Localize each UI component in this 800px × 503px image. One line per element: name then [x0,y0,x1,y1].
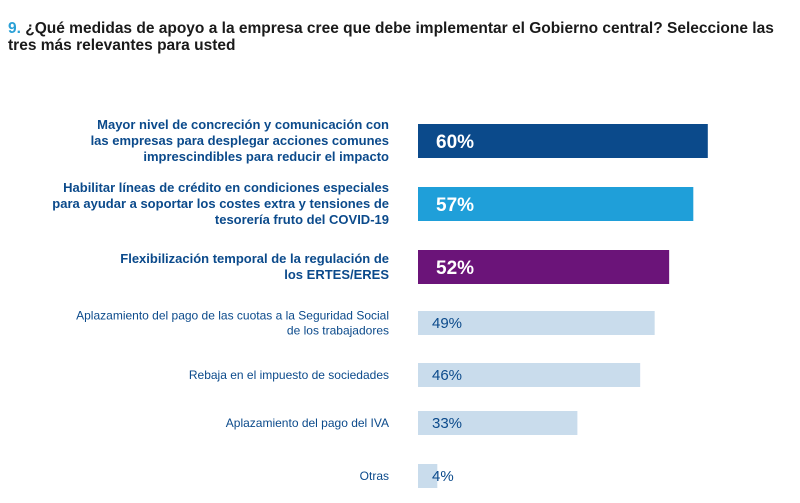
category-label-line: imprescindibles para reducir el impacto [143,149,389,164]
value-label-3: 52% [436,258,474,279]
category-label-1: Mayor nivel de concreción y comunicación… [91,117,389,164]
category-label-line: los ERTES/ERES [284,267,389,282]
category-label-2: Habilitar líneas de crédito en condicion… [52,180,389,227]
category-label-line: Otras [360,469,389,483]
category-label-5: Rebaja en el impuesto de sociedades [189,368,389,382]
category-label-line: Rebaja en el impuesto de sociedades [189,368,389,382]
question-title: 9. ¿Qué medidas de apoyo a la empresa cr… [8,20,788,54]
bar-4 [418,311,655,335]
category-label-line: Flexibilización temporal de la regulació… [120,251,389,266]
value-label-6: 33% [432,415,462,432]
category-label-line: Aplazamiento del pago de las cuotas a la… [76,309,389,323]
value-label-4: 49% [432,315,462,332]
value-label-1: 60% [436,132,474,153]
value-label-2: 57% [436,195,474,216]
bar-1 [418,124,708,158]
question-text: ¿Qué medidas de apoyo a la empresa cree … [8,20,774,54]
bar-6 [418,411,578,435]
value-label-7: 4% [432,468,454,485]
category-label-4: Aplazamiento del pago de las cuotas a la… [76,309,389,338]
bar-3 [418,250,670,284]
question-number: 9. [8,20,21,37]
bar-2 [418,187,694,221]
category-label-line: las empresas para desplegar acciones com… [91,133,389,148]
bar-5 [418,363,641,387]
category-label-7: Otras [360,469,389,483]
category-label-line: para ayudar a soportar los costes extra … [52,196,389,211]
category-label-line: de los trabajadores [287,324,389,338]
category-label-line: Aplazamiento del pago del IVA [226,416,389,430]
category-label-line: Habilitar líneas de crédito en condicion… [63,180,389,195]
category-label-3: Flexibilización temporal de la regulació… [120,251,389,282]
category-label-line: Mayor nivel de concreción y comunicación… [97,117,389,132]
value-label-5: 46% [432,367,462,384]
category-label-line: tesorería fruto del COVID-19 [215,212,389,227]
bar-7 [418,464,438,488]
category-label-6: Aplazamiento del pago del IVA [226,416,389,430]
